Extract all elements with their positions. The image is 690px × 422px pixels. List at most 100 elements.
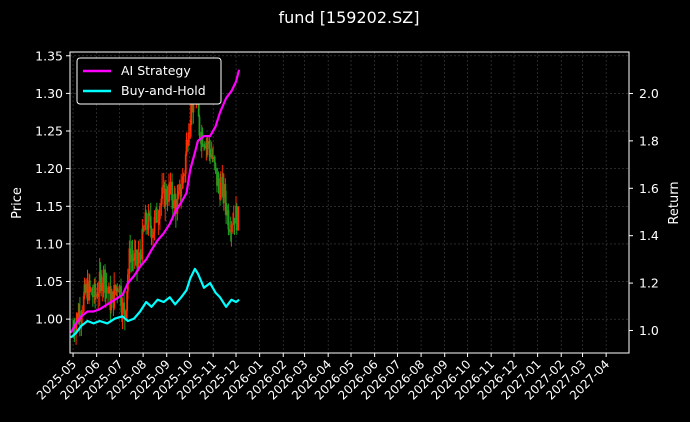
left-tick-label: 1.30 xyxy=(35,86,63,101)
candle-body xyxy=(81,311,84,317)
candle-body xyxy=(232,223,234,225)
candle-body xyxy=(142,229,145,232)
right-tick-label: 1.4 xyxy=(639,228,659,243)
candle-body xyxy=(224,183,227,203)
candle-body xyxy=(182,174,185,177)
candle-body xyxy=(152,234,154,238)
candle-body xyxy=(190,103,193,113)
candle-body xyxy=(205,142,208,149)
candle-body xyxy=(150,228,153,238)
right-axis-label: Return xyxy=(667,181,682,224)
candle-body xyxy=(152,232,155,235)
candle-body xyxy=(86,283,89,301)
candle-body xyxy=(177,190,180,199)
series-lines xyxy=(69,69,241,339)
candle-body xyxy=(166,199,169,202)
candle-body xyxy=(94,283,97,296)
candle-body xyxy=(98,271,101,294)
candle-body xyxy=(91,288,93,296)
candle-body xyxy=(97,293,100,297)
candle-body xyxy=(148,213,151,217)
candle-body xyxy=(180,188,183,197)
candle-body xyxy=(88,280,90,301)
candle-body xyxy=(129,248,132,263)
legend-box xyxy=(76,57,222,105)
ai-strategy-line xyxy=(69,69,241,334)
candle-body xyxy=(105,285,108,290)
candle-body xyxy=(130,254,133,263)
chart-title: fund [159202.SZ] xyxy=(279,8,420,27)
candle-body xyxy=(173,193,176,209)
left-tick-label: 1.35 xyxy=(35,48,63,63)
candle-body xyxy=(131,254,134,258)
candle-body xyxy=(75,321,77,334)
candle-body xyxy=(88,280,91,289)
right-tick-label: 1.2 xyxy=(639,276,659,291)
candle-body xyxy=(123,309,126,318)
candle-body xyxy=(125,310,128,318)
candle-body xyxy=(233,218,236,224)
candle-body xyxy=(101,283,104,292)
candle-body xyxy=(73,331,76,334)
candle-body xyxy=(201,132,204,146)
candle-body xyxy=(141,228,144,260)
left-axis-label: Price xyxy=(10,187,25,219)
candle-body xyxy=(228,229,231,232)
right-tick-label: 1.6 xyxy=(639,181,659,196)
candle-body xyxy=(158,206,161,219)
candle-body xyxy=(145,212,148,225)
candle-body xyxy=(113,284,116,308)
candle-body xyxy=(153,217,156,233)
candle-body xyxy=(158,218,161,221)
candle-body xyxy=(79,311,81,322)
candle-body xyxy=(139,254,142,260)
candle-body xyxy=(213,156,216,164)
left-axis: 1.00 1.05 1.10 1.15 1.20 1.25 1.30 1.35 xyxy=(35,48,70,327)
candle-body xyxy=(104,269,106,293)
candle-body xyxy=(110,291,113,299)
candle-body xyxy=(198,116,201,136)
legend-label-buy-and-hold: Buy-and-Hold xyxy=(121,83,206,98)
candle-body xyxy=(185,139,188,155)
candle-body xyxy=(80,316,83,322)
buy-and-hold-line xyxy=(70,267,240,339)
candle-body xyxy=(99,271,102,275)
candle-body xyxy=(237,206,240,231)
candle-body xyxy=(214,163,217,168)
candle-body xyxy=(212,156,215,159)
candle-body xyxy=(136,249,138,267)
candle-body xyxy=(123,302,125,310)
candle-body xyxy=(184,173,186,175)
candle-body xyxy=(100,274,103,292)
candle-body xyxy=(132,257,135,261)
candle-body xyxy=(189,123,192,133)
left-tick-label: 1.20 xyxy=(35,161,63,176)
candle-body xyxy=(118,285,121,293)
candle-body xyxy=(75,313,78,322)
candle-body xyxy=(208,141,211,150)
candle-body xyxy=(217,178,220,186)
left-tick-label: 1.05 xyxy=(35,274,63,289)
candle-body xyxy=(206,141,209,145)
candle-body xyxy=(126,291,129,311)
left-tick-label: 1.15 xyxy=(35,199,63,214)
left-tick-label: 1.10 xyxy=(35,236,63,251)
right-tick-label: 2.0 xyxy=(639,86,659,101)
candle-body xyxy=(184,154,187,174)
candle-body xyxy=(225,202,228,216)
candle-body xyxy=(102,269,105,284)
right-tick-label: 1.8 xyxy=(639,133,659,148)
candle-body xyxy=(116,287,119,292)
candle-body xyxy=(133,253,136,261)
right-tick-label: 1.0 xyxy=(639,323,659,338)
candle-body xyxy=(197,101,200,117)
candle-body xyxy=(134,249,137,254)
candle-body xyxy=(174,199,177,214)
candle-body xyxy=(149,216,152,229)
left-tick-label: 1.25 xyxy=(35,124,63,139)
right-axis: 1.0 1.2 1.4 1.6 1.8 2.0 xyxy=(629,86,659,338)
candle-body xyxy=(216,167,218,186)
candle-body xyxy=(181,176,184,189)
candle-body xyxy=(137,252,140,264)
